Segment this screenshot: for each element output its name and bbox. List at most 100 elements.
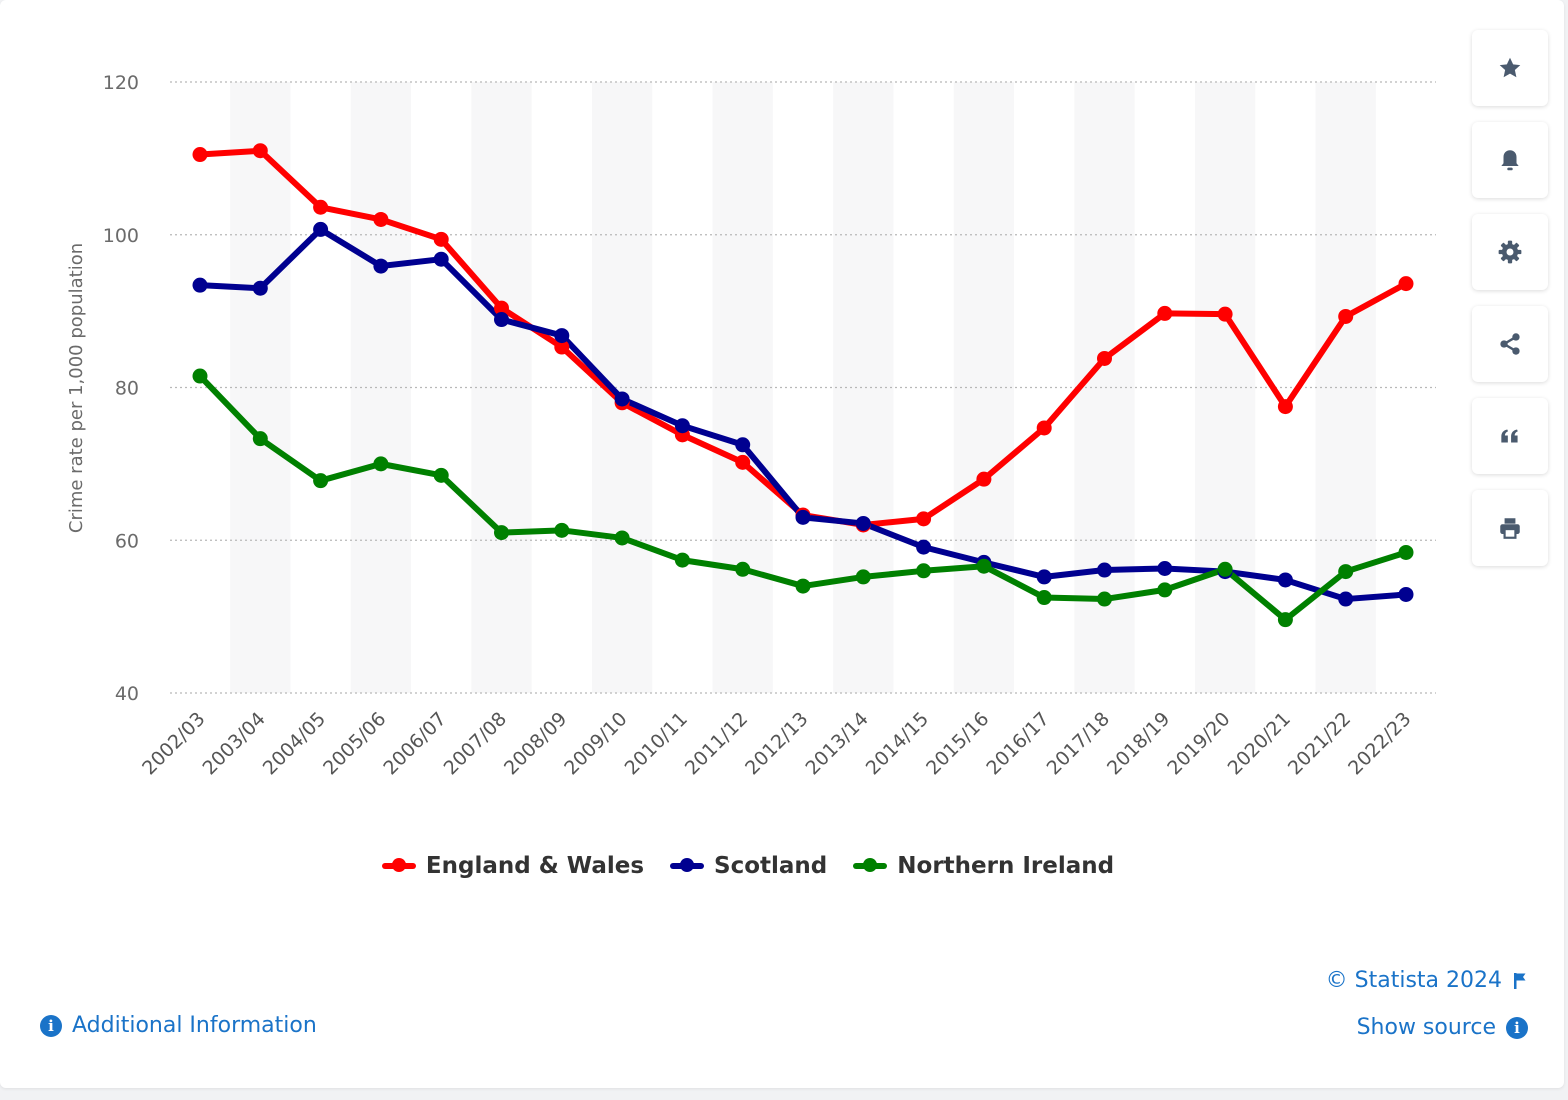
data-point-northern-ireland[interactable] — [976, 558, 992, 574]
y-tick-label: 80 — [115, 378, 139, 400]
data-point-scotland[interactable] — [494, 312, 509, 328]
legend-item-england-wales[interactable]: England & Wales — [381, 853, 645, 879]
share-button[interactable] — [1472, 306, 1548, 382]
data-point-england-wales[interactable] — [1036, 420, 1052, 436]
legend-swatch-england-wales — [381, 858, 416, 872]
data-point-scotland[interactable] — [554, 328, 570, 344]
data-point-northern-ireland[interactable] — [1036, 590, 1052, 606]
bell-icon — [1501, 150, 1519, 171]
data-point-england-wales[interactable] — [1277, 399, 1293, 415]
data-point-scotland[interactable] — [795, 509, 811, 525]
data-point-scotland[interactable] — [614, 391, 630, 407]
data-point-northern-ireland[interactable] — [1217, 561, 1233, 577]
data-point-northern-ireland[interactable] — [192, 368, 208, 384]
x-tick-label: 2018/19 — [1103, 708, 1174, 779]
data-point-scotland[interactable] — [855, 515, 871, 531]
data-point-scotland[interactable] — [1157, 561, 1173, 577]
data-point-northern-ireland[interactable] — [554, 522, 570, 538]
line-chart: 40 60 80 100 120 Crime rate per 1,000 popula… — [66, 72, 1436, 779]
data-point-northern-ireland[interactable] — [1157, 582, 1173, 598]
x-tick-label: 2005/06 — [319, 708, 390, 779]
data-point-northern-ireland[interactable] — [313, 473, 329, 489]
data-point-scotland[interactable] — [1277, 572, 1293, 588]
data-point-england-wales[interactable] — [313, 199, 329, 215]
statista-copyright-link[interactable]: © Statista 2024 — [1326, 968, 1528, 993]
data-point-scotland[interactable] — [1097, 562, 1112, 578]
data-point-england-wales[interactable] — [976, 471, 992, 487]
data-point-scotland[interactable] — [1338, 591, 1354, 607]
data-point-northern-ireland[interactable] — [674, 552, 690, 568]
y-tick-label: 100 — [103, 225, 139, 247]
data-point-scotland[interactable] — [1398, 586, 1414, 602]
gear-icon — [1498, 240, 1522, 264]
data-point-northern-ireland[interactable] — [494, 525, 509, 541]
data-point-england-wales[interactable] — [1157, 305, 1173, 321]
data-point-england-wales[interactable] — [735, 454, 751, 470]
print-button[interactable] — [1472, 490, 1548, 566]
x-tick-label: 2009/10 — [560, 708, 631, 779]
data-point-scotland[interactable] — [313, 221, 329, 237]
settings-button[interactable] — [1472, 214, 1548, 290]
x-tick-label: 2012/13 — [741, 708, 812, 779]
x-tick-label: 2013/14 — [801, 708, 872, 779]
alternating-column-bands — [230, 82, 1376, 693]
data-point-northern-ireland[interactable] — [1398, 544, 1414, 560]
data-point-england-wales[interactable] — [1398, 276, 1414, 292]
legend-item-northern-ireland[interactable]: Northern Ireland — [853, 853, 1114, 879]
legend-label-england-wales: England & Wales — [425, 853, 645, 879]
data-point-scotland[interactable] — [252, 280, 268, 296]
data-point-northern-ireland[interactable] — [614, 530, 630, 546]
data-point-scotland[interactable] — [735, 437, 751, 453]
data-point-england-wales[interactable] — [192, 147, 208, 163]
data-point-northern-ireland[interactable] — [433, 467, 449, 483]
y-tick-label: 40 — [115, 683, 139, 705]
x-tick-label: 2002/03 — [138, 708, 209, 779]
y-axis-title: Crime rate per 1,000 population — [66, 243, 87, 533]
data-point-scotland[interactable] — [674, 418, 690, 434]
data-point-northern-ireland[interactable] — [1338, 564, 1354, 580]
flag-icon — [1514, 972, 1526, 989]
data-point-scotland[interactable] — [916, 539, 932, 555]
legend-swatch-northern-ireland — [853, 858, 888, 872]
x-tick-label: 2017/18 — [1043, 708, 1114, 779]
data-point-england-wales[interactable] — [373, 211, 389, 227]
info-icon: i — [1506, 1016, 1528, 1039]
data-point-northern-ireland[interactable] — [252, 431, 268, 447]
data-point-scotland[interactable] — [433, 251, 449, 267]
data-point-northern-ireland[interactable] — [373, 456, 389, 472]
data-point-england-wales[interactable] — [916, 511, 932, 527]
x-tick-label: 2019/20 — [1163, 708, 1234, 779]
data-point-england-wales[interactable] — [252, 143, 268, 159]
data-point-england-wales[interactable] — [1217, 306, 1233, 322]
x-tick-labels: 2002/032003/042004/052005/062006/072007/… — [138, 708, 1415, 779]
additional-information-link[interactable]: i Additional Information — [40, 1013, 317, 1038]
data-point-northern-ireland[interactable] — [735, 561, 751, 577]
y-tick-labels: 40 60 80 100 120 — [103, 72, 139, 705]
column-band — [953, 82, 1015, 693]
data-point-scotland[interactable] — [1036, 569, 1052, 585]
legend-item-scotland[interactable]: Scotland — [670, 853, 827, 879]
notification-button[interactable] — [1472, 122, 1548, 198]
additional-information-text: Additional Information — [72, 1013, 317, 1038]
data-point-northern-ireland[interactable] — [855, 569, 871, 585]
x-tick-label: 2004/05 — [259, 708, 330, 779]
data-point-northern-ireland[interactable] — [1277, 612, 1293, 628]
data-point-scotland[interactable] — [373, 258, 389, 274]
data-point-northern-ireland[interactable] — [916, 563, 932, 579]
data-point-england-wales[interactable] — [433, 231, 449, 247]
data-point-england-wales[interactable] — [554, 339, 570, 355]
y-tick-label: 120 — [103, 72, 139, 94]
x-tick-label: 2016/17 — [982, 708, 1053, 779]
cite-button[interactable] — [1472, 398, 1548, 474]
data-point-england-wales[interactable] — [494, 300, 509, 316]
chart-toolbar — [1472, 30, 1548, 582]
show-source-link[interactable]: Show source i — [1357, 1015, 1528, 1040]
data-point-northern-ireland[interactable] — [795, 578, 811, 594]
data-point-scotland[interactable] — [192, 277, 208, 293]
data-point-england-wales[interactable] — [1097, 350, 1112, 366]
data-point-england-wales[interactable] — [1338, 308, 1354, 324]
data-point-northern-ireland[interactable] — [1097, 591, 1112, 607]
x-tick-label: 2022/23 — [1344, 708, 1415, 779]
favorite-button[interactable] — [1472, 30, 1548, 106]
